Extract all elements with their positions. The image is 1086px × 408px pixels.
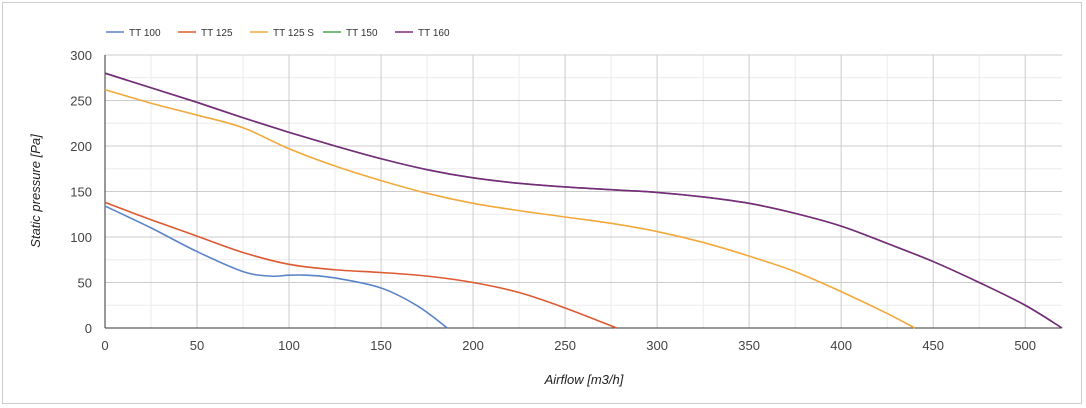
- series-lines: [104, 72, 1063, 329]
- y-axis-label: Static pressure [Pa]: [28, 134, 43, 248]
- x-tick-label: 150: [370, 338, 392, 353]
- x-tick-label: 300: [646, 338, 668, 353]
- series-line-tt-125: [104, 201, 617, 329]
- legend-label-tt-160: TT 160: [418, 28, 450, 39]
- x-tick-label: 0: [101, 338, 108, 353]
- y-tick-label: 300: [70, 48, 92, 63]
- series-line-tt-100: [104, 205, 448, 329]
- axes: 0 50 100 150 200 250 300 350 400 450 500 0 50 100 150 2…: [70, 48, 1062, 353]
- series-line-tt-160: [104, 72, 1063, 329]
- y-tick-label: 250: [70, 94, 92, 109]
- x-tick-label: 400: [830, 338, 852, 353]
- legend-label-tt-100: TT 100: [129, 28, 161, 39]
- x-tick-label: 200: [462, 338, 484, 353]
- x-tick-label: 50: [190, 338, 204, 353]
- y-tick-label: 0: [85, 321, 92, 336]
- grid: [105, 54, 1062, 328]
- y-tick-label: 100: [70, 230, 92, 245]
- x-axis-label: Airflow [m3/h]: [544, 372, 624, 387]
- series-line-tt-125-s: [104, 88, 916, 329]
- y-tick-label: 50: [78, 276, 92, 291]
- legend-label-tt-125-s: TT 125 S: [273, 28, 314, 39]
- legend: TT 100 TT 125 TT 125 S TT 150 TT 160: [106, 28, 450, 39]
- x-tick-label: 450: [922, 338, 944, 353]
- x-tick-label: 500: [1014, 338, 1036, 353]
- x-tick-label: 100: [278, 338, 300, 353]
- chart-frame: [2, 2, 1082, 404]
- y-tick-label: 200: [70, 139, 92, 154]
- legend-label-tt-150: TT 150: [346, 28, 378, 39]
- series-line-tt-150: [104, 72, 1063, 329]
- legend-label-tt-125: TT 125: [201, 28, 233, 39]
- y-tick-label: 150: [70, 185, 92, 200]
- x-tick-label: 350: [738, 338, 760, 353]
- x-tick-label: 250: [554, 338, 576, 353]
